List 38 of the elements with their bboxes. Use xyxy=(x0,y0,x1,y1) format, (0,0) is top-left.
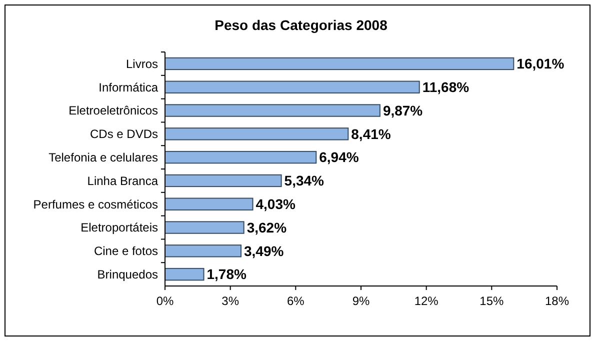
x-tick-label: 12% xyxy=(414,294,439,308)
bar xyxy=(164,198,254,210)
bar xyxy=(164,244,242,258)
y-tick-label: Brinquedos xyxy=(97,268,158,282)
data-label: 1,78% xyxy=(206,266,248,282)
x-tick-label: 9% xyxy=(352,294,370,308)
y-tick-label: Eletroportáteis xyxy=(80,220,158,235)
y-tick-label: CDs e DVDs xyxy=(90,127,158,142)
chart-title: Peso das Categorias 2008 xyxy=(214,17,388,33)
y-tick-label: Perfumes e cosméticos xyxy=(33,197,158,212)
data-label: 6,94% xyxy=(319,149,360,166)
bar xyxy=(164,104,380,117)
x-tick-label: 3% xyxy=(222,294,240,308)
y-tick-label: Livros xyxy=(126,56,158,71)
bar xyxy=(164,128,349,140)
bar xyxy=(164,80,420,94)
x-tick-label: 6% xyxy=(286,294,305,308)
data-label: 11,68% xyxy=(422,79,470,95)
x-tick-label: 15% xyxy=(480,294,504,308)
bar xyxy=(164,174,282,188)
y-tick-label: Eletroeletrônicos xyxy=(68,104,158,118)
x-tick-label: 18% xyxy=(544,294,570,308)
y-tick-label: Telefonia e celulares xyxy=(48,150,158,164)
y-tick-label: Informática xyxy=(98,80,158,94)
data-label: 3,49% xyxy=(244,242,284,259)
data-label: 8,41% xyxy=(351,126,392,142)
bar xyxy=(164,150,317,164)
data-label: 5,34% xyxy=(284,172,325,189)
bar xyxy=(164,268,204,281)
x-tick-label: 0% xyxy=(156,294,174,308)
y-tick-label: Linha Branca xyxy=(87,174,158,188)
data-label: 16,01% xyxy=(516,56,565,72)
data-label: 3,62% xyxy=(246,219,288,236)
data-label: 4,03% xyxy=(256,196,296,212)
data-label: 9,87% xyxy=(382,102,424,118)
bar xyxy=(164,221,244,234)
bar xyxy=(164,57,514,70)
y-tick-label: Cine e fotos xyxy=(94,244,158,258)
